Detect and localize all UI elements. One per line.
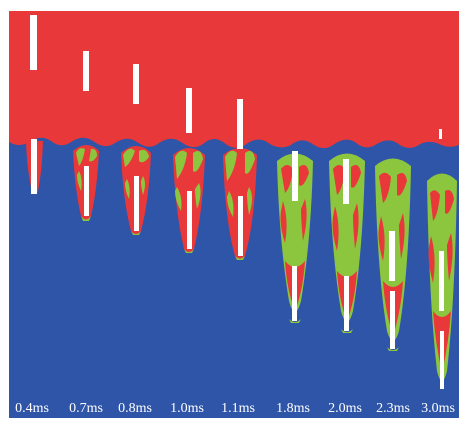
projectile-lower	[390, 291, 395, 349]
cavity-3-0ms	[427, 129, 457, 389]
upper-fluid-entrained	[428, 190, 454, 373]
projectile-upper	[389, 231, 395, 281]
cavity-1-8ms	[277, 151, 313, 323]
projectile-trail	[439, 129, 442, 139]
cavity-0-8ms	[121, 64, 151, 235]
mixing-zone	[225, 150, 255, 217]
upper-fluid	[9, 11, 459, 149]
tip-mixing	[341, 329, 353, 333]
projectile-upper	[439, 251, 444, 311]
simulation-panel: 0.4ms 0.7ms 0.8ms 1.0ms 1.1ms 1.8ms 2.0m…	[9, 11, 459, 418]
projectile-lower	[344, 276, 349, 331]
cavity-sequence-drawing	[9, 11, 459, 418]
time-label-2-0ms: 2.0ms	[328, 401, 362, 416]
tip-mixing	[235, 256, 245, 260]
projectile-lower	[187, 191, 192, 249]
mixing-zone	[123, 148, 149, 199]
cavity-2-0ms	[329, 153, 365, 333]
cavity-1-0ms	[173, 88, 205, 253]
cavity-2-3ms	[375, 158, 411, 351]
mixing-zone	[76, 148, 97, 191]
time-label-1-0ms: 1.0ms	[170, 401, 204, 416]
upper-fluid-entrained	[378, 172, 407, 336]
projectile-lower	[292, 266, 297, 321]
projectile-upper	[186, 88, 192, 133]
projectile-upper	[292, 151, 298, 201]
projectile-upper	[133, 64, 139, 104]
cavity-0-4ms	[26, 15, 43, 194]
tip-mixing	[131, 231, 141, 235]
projectile-lower	[31, 139, 37, 194]
tip-mixing	[81, 216, 91, 221]
time-label-1-8ms: 1.8ms	[276, 401, 310, 416]
time-label-0-7ms: 0.7ms	[69, 401, 103, 416]
time-label-3-0ms: 3.0ms	[421, 401, 455, 416]
projectile-upper	[83, 51, 89, 91]
time-label-0-8ms: 0.8ms	[118, 401, 152, 416]
cavity-0-7ms	[73, 51, 99, 221]
upper-fluid-entrained	[332, 165, 361, 321]
projectile-lower	[238, 196, 243, 256]
tip-mixing	[387, 347, 399, 351]
projectile-lower	[134, 176, 139, 231]
projectile-upper	[30, 15, 37, 70]
projectile-lower	[440, 331, 444, 389]
time-label-0-4ms: 0.4ms	[15, 401, 49, 416]
tip-mixing	[289, 319, 301, 323]
tip-mixing	[184, 249, 194, 253]
mixing-zone	[175, 150, 203, 211]
upper-fluid-entrained	[280, 165, 309, 311]
cavity-shell	[277, 153, 313, 312]
projectile-upper	[237, 99, 243, 149]
time-label-1-1ms: 1.1ms	[221, 401, 255, 416]
cavity-1-1ms	[223, 99, 257, 260]
projectile-upper	[343, 159, 349, 204]
projectile-lower	[84, 166, 89, 216]
time-label-2-3ms: 2.3ms	[376, 401, 410, 416]
